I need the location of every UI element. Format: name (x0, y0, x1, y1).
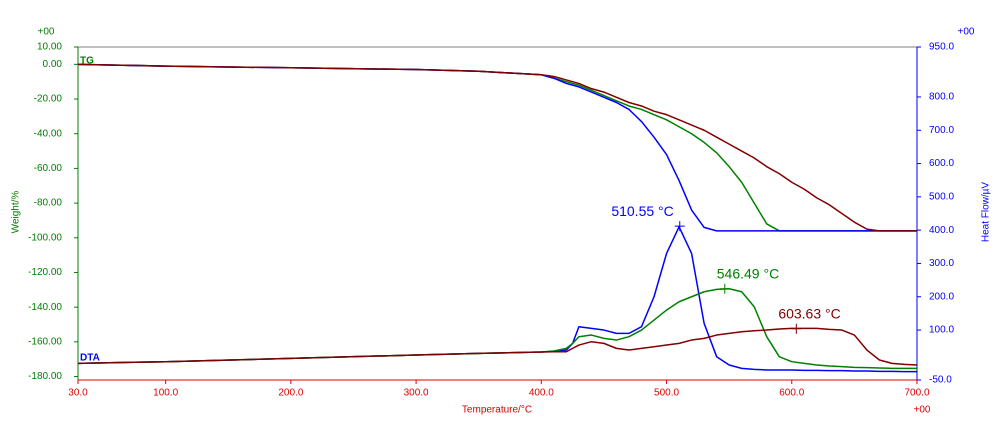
peak-marker (719, 283, 730, 294)
x-tick-label: 500.0 (654, 388, 679, 399)
y-exponent: +00 (38, 27, 55, 38)
x-exponent: +00 (914, 405, 931, 416)
y2-axis-label: Heat Flow/µV (981, 182, 992, 243)
y-tick-label: -20.00 (34, 94, 63, 105)
y2-tick-label: 500.0 (929, 191, 954, 202)
dta-label: DTA (80, 353, 100, 364)
series-line (77, 226, 917, 373)
y-tick-label: -140.00 (28, 302, 62, 313)
y-tick-label: -160.00 (28, 336, 62, 347)
series-line (77, 327, 918, 366)
peak-marker (674, 221, 685, 232)
x-axis-label: Temperature/°C (462, 405, 532, 416)
y-tick-label: -80.00 (34, 198, 63, 209)
y-tick-label: 0.00 (43, 59, 63, 70)
y2-tick-label: 600.0 (929, 158, 954, 169)
y2-tick-label: 400.0 (929, 225, 954, 236)
x-tick-label: 700.0 (904, 388, 929, 399)
y2-tick-label: 700.0 (929, 125, 954, 136)
y-tick-label: 10.00 (37, 42, 62, 53)
y-tick-label: -40.00 (34, 128, 63, 139)
series-line (77, 63, 917, 232)
y2-tick-label: 200.0 (929, 291, 954, 302)
y2-tick-label: 800.0 (929, 92, 954, 103)
y-tick-label: -120.00 (28, 267, 62, 278)
y2-tick-label: 950.0 (929, 42, 954, 53)
peak-annotation: 603.63 °C (778, 305, 840, 321)
x-tick-label: 100.0 (153, 388, 178, 399)
x-tick-label: 600.0 (779, 388, 804, 399)
y2-tick-label: 300.0 (929, 258, 954, 269)
y-tick-label: -60.00 (34, 163, 63, 174)
x-tick-label: 400.0 (529, 388, 554, 399)
tg-label: TG (80, 56, 94, 67)
peak-annotation: 510.55 °C (611, 203, 673, 219)
y-tick-label: -180.00 (28, 371, 62, 382)
series-line (77, 63, 917, 232)
peak-annotation: 546.49 °C (717, 265, 779, 281)
y2-exponent: +00 (958, 27, 975, 38)
y2-tick-label: -50.0 (929, 375, 952, 386)
y-tick-label: -100.00 (28, 232, 62, 243)
peak-marker (791, 323, 802, 334)
series-line (77, 63, 917, 232)
y-axis-label: Weight/% (11, 191, 22, 234)
x-tick-label: 30.0 (68, 388, 88, 399)
y2-tick-label: 100.0 (929, 325, 954, 336)
x-tick-label: 300.0 (404, 388, 429, 399)
x-tick-label: 200.0 (278, 388, 303, 399)
